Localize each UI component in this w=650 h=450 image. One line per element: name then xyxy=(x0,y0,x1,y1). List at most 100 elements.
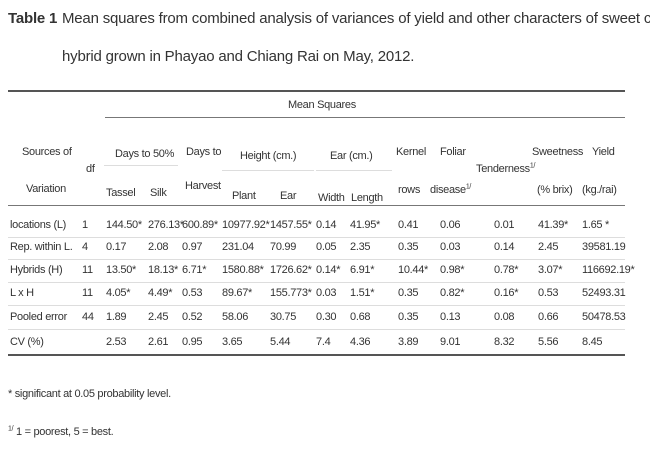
row-label: Pooled error xyxy=(10,311,67,323)
cell: 0.03 xyxy=(440,241,461,253)
col-header: Height (cm.) xyxy=(240,150,297,162)
cell: 52493.31 xyxy=(582,287,626,299)
cell: 13.50* xyxy=(106,264,137,276)
cell: 50478.53 xyxy=(582,311,626,323)
row-rule xyxy=(8,329,625,330)
row-label: Hybrids (H) xyxy=(10,264,63,276)
footnote: 1/ 1 = poorest, 5 = best. xyxy=(8,425,114,439)
table-label: Table 1 xyxy=(8,10,58,27)
rule xyxy=(316,170,392,171)
cell: 0.95 xyxy=(182,336,203,348)
cell: 1457.55* xyxy=(270,219,312,231)
cell: 2.45 xyxy=(538,241,559,253)
cell: 1.89 xyxy=(106,311,127,323)
cell: 116692.19* xyxy=(582,264,635,276)
col-header-text: Tenderness xyxy=(476,163,530,175)
cell: 0.05 xyxy=(316,241,337,253)
top-rule xyxy=(8,90,625,92)
footnote: * significant at 0.05 probability level. xyxy=(8,388,171,400)
row-label: locations (L) xyxy=(10,219,67,231)
col-header: Plant xyxy=(232,190,256,202)
cell: 39581.19 xyxy=(582,241,626,253)
rule xyxy=(222,170,314,171)
rule xyxy=(8,205,625,206)
cell: 1.51* xyxy=(350,287,375,299)
col-header: Days to xyxy=(186,146,222,158)
col-header: rows xyxy=(398,184,421,196)
cell: 0.03 xyxy=(316,287,337,299)
cell: 0.08 xyxy=(494,311,515,323)
cell: 0.14* xyxy=(316,264,341,276)
cell: 2.53 xyxy=(106,336,127,348)
cell: 41.95* xyxy=(350,219,381,231)
rule xyxy=(104,165,178,166)
note-mark: 1/ xyxy=(8,425,14,433)
cell: 276.13* xyxy=(148,219,184,231)
cell: 44 xyxy=(82,311,94,323)
col-header: disease1/ xyxy=(430,183,471,197)
rule xyxy=(105,117,625,118)
col-header: Ear (cm.) xyxy=(330,150,373,162)
cell: 0.52 xyxy=(182,311,203,323)
cell: 1580.88* xyxy=(222,264,264,276)
cell: 4.36 xyxy=(350,336,371,348)
col-header: Kernel xyxy=(396,146,426,158)
col-header: Length xyxy=(351,192,383,204)
cell: 2.45 xyxy=(148,311,169,323)
bottom-rule xyxy=(8,354,625,356)
cell: 0.97 xyxy=(182,241,203,253)
note-mark: 1/ xyxy=(529,162,536,170)
cell: 11 xyxy=(82,287,93,299)
col-header: Foliar xyxy=(440,146,466,158)
cell: 231.04 xyxy=(222,241,254,253)
cell: 9.01 xyxy=(440,336,461,348)
cell: 10.44* xyxy=(398,264,429,276)
cell: 30.75 xyxy=(270,311,297,323)
cell: 0.68 xyxy=(350,311,371,323)
cell: 0.35 xyxy=(398,311,419,323)
cell: 6.71* xyxy=(182,264,207,276)
cell: 11 xyxy=(82,264,93,276)
col-header: Harvest xyxy=(185,180,221,192)
cell: 0.13 xyxy=(440,311,461,323)
cell: 18.13* xyxy=(148,264,179,276)
cell: 1 xyxy=(82,219,88,231)
caption-line: hybrid grown in Phayao and Chiang Rai on… xyxy=(62,48,415,65)
cell: 2.08 xyxy=(148,241,169,253)
footnote-text: 1 = poorest, 5 = best. xyxy=(16,426,114,438)
cell: 4.49* xyxy=(148,287,173,299)
cell: 1726.62* xyxy=(270,264,312,276)
row-label: CV (%) xyxy=(10,336,44,348)
col-header: Tassel xyxy=(106,187,136,199)
row-label: L x H xyxy=(10,287,34,299)
cell: 4.05* xyxy=(106,287,131,299)
col-header: Sweetness xyxy=(532,146,584,158)
cell: 5.44 xyxy=(270,336,291,348)
col-header: Variation xyxy=(26,183,66,195)
caption-line: Mean squares from combined analysis of v… xyxy=(62,10,650,27)
cell: 6.91* xyxy=(350,264,375,276)
cell: 2.61 xyxy=(148,336,169,348)
cell: 0.17 xyxy=(106,241,127,253)
col-header: Silk xyxy=(150,187,167,199)
cell: 0.53 xyxy=(538,287,559,299)
group-header: Mean Squares xyxy=(288,99,356,111)
row-label: Rep. within L. xyxy=(10,241,73,253)
row-rule xyxy=(8,282,625,283)
row-rule xyxy=(8,237,625,238)
col-header: (% brix) xyxy=(537,184,573,196)
cell: 0.35 xyxy=(398,241,419,253)
cell: 2.35 xyxy=(350,241,371,253)
cell: 0.98* xyxy=(440,264,465,276)
cell: 0.14 xyxy=(494,241,515,253)
cell: 0.06 xyxy=(440,219,461,231)
col-header: Yield xyxy=(592,146,615,158)
cell: 0.30 xyxy=(316,311,337,323)
cell: 7.4 xyxy=(316,336,331,348)
cell: 4 xyxy=(82,241,88,253)
cell: 1.65 * xyxy=(582,219,609,231)
cell: 89.67* xyxy=(222,287,253,299)
cell: 8.32 xyxy=(494,336,515,348)
cell: 10977.92* xyxy=(222,219,270,231)
